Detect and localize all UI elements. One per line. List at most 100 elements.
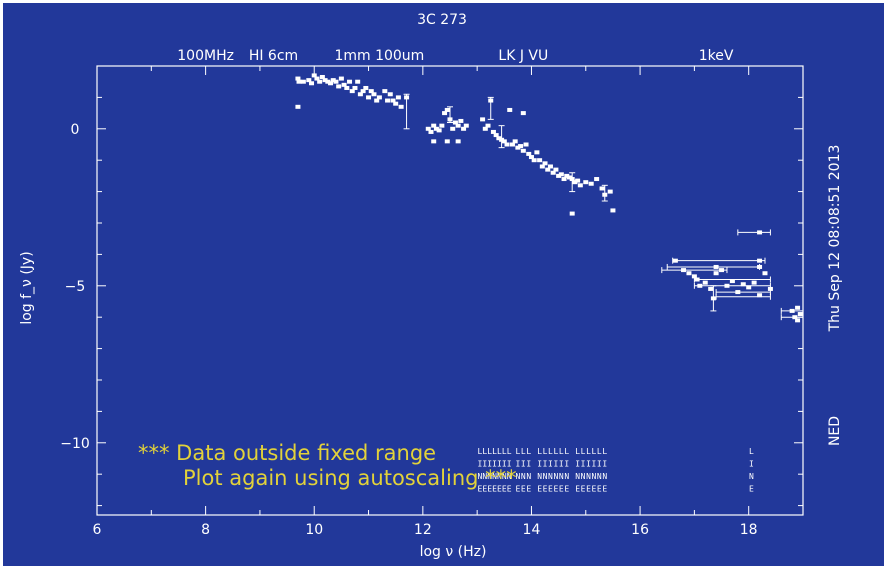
- data-point: [518, 144, 524, 149]
- data-point: [385, 98, 391, 103]
- limit-marker: L: [482, 447, 487, 456]
- data-points: [295, 73, 803, 323]
- limit-marker: I: [575, 459, 580, 468]
- data-point: [371, 92, 377, 97]
- data-point: [767, 286, 773, 291]
- limit-marker: N: [502, 472, 507, 481]
- data-point: [583, 180, 589, 185]
- limit-marker: N: [537, 472, 542, 481]
- data-point: [325, 79, 331, 84]
- data-point: [569, 211, 575, 216]
- data-point: [360, 89, 366, 94]
- line-marker: E: [749, 484, 754, 493]
- y-tick-label: −5: [65, 279, 86, 295]
- limit-marker: N: [477, 472, 482, 481]
- x-tick-label: 18: [740, 522, 758, 538]
- limit-marker: N: [507, 472, 512, 481]
- data-point: [599, 186, 605, 191]
- data-point: [672, 258, 678, 263]
- plot-box: [96, 65, 804, 516]
- data-point: [751, 280, 757, 285]
- data-point: [393, 101, 399, 106]
- warning-line-2: Plot again using autoscaling ***: [183, 466, 517, 490]
- chart-title: 3C 273: [417, 12, 467, 28]
- data-point: [757, 264, 763, 269]
- limit-marker: E: [487, 484, 492, 493]
- limit-marker: I: [592, 459, 597, 468]
- data-point: [713, 271, 719, 276]
- data-point: [463, 123, 469, 128]
- limit-marker: E: [559, 484, 564, 493]
- x-tick-label: 14: [523, 522, 541, 538]
- line-marker: N: [749, 472, 754, 481]
- data-point: [428, 129, 434, 134]
- limit-marker: I: [559, 459, 564, 468]
- data-point: [349, 89, 355, 94]
- data-point: [436, 128, 442, 133]
- data-point: [404, 95, 410, 100]
- data-point: [311, 73, 317, 78]
- limit-marker: E: [543, 484, 548, 493]
- limit-marker: L: [559, 447, 564, 456]
- data-point: [564, 173, 570, 178]
- data-point: [352, 85, 358, 90]
- limit-marker: N: [581, 472, 586, 481]
- data-point: [757, 258, 763, 263]
- data-point: [594, 177, 600, 182]
- data-point: [447, 117, 453, 122]
- data-point: [322, 78, 328, 83]
- data-point: [507, 107, 513, 112]
- limit-marker: I: [502, 459, 507, 468]
- data-point: [588, 181, 594, 186]
- ned-label: NED: [827, 416, 843, 446]
- limit-marker: L: [553, 447, 558, 456]
- limit-marker: N: [553, 472, 558, 481]
- data-point: [382, 89, 388, 94]
- limit-marker: N: [497, 472, 502, 481]
- data-point: [431, 139, 437, 144]
- data-point: [697, 283, 703, 288]
- limit-marker: L: [515, 447, 520, 456]
- data-point: [501, 139, 507, 144]
- data-point: [355, 79, 361, 84]
- data-point: [789, 308, 795, 313]
- data-point: [480, 117, 486, 122]
- data-point: [461, 126, 467, 131]
- limit-marker: E: [515, 484, 520, 493]
- data-point: [577, 183, 583, 188]
- sed-chart: 3C 273 100MHz HI 6cm 1mm 100um LK J VU 1keV …: [19, 12, 843, 560]
- data-point: [713, 264, 719, 269]
- data-point: [455, 123, 461, 128]
- limit-marker: L: [521, 447, 526, 456]
- limit-marker: L: [575, 447, 580, 456]
- data-point: [455, 139, 461, 144]
- data-point: [442, 111, 448, 116]
- limit-marker: E: [482, 484, 487, 493]
- data-point: [444, 139, 450, 144]
- data-point: [425, 126, 431, 131]
- data-point: [300, 79, 306, 84]
- limit-marker: E: [526, 484, 531, 493]
- data-point: [387, 92, 393, 97]
- data-point: [681, 268, 687, 273]
- limit-marker: I: [581, 459, 586, 468]
- data-point: [746, 285, 752, 290]
- limit-marker: N: [482, 472, 487, 481]
- data-point: [708, 286, 714, 291]
- data-point: [795, 305, 801, 310]
- limit-marker: L: [526, 447, 531, 456]
- data-point: [444, 107, 450, 112]
- data-point: [395, 95, 401, 100]
- top-axis-label: LK J VU: [498, 48, 548, 64]
- data-point: [515, 145, 521, 150]
- x-tick-label: 12: [414, 522, 432, 538]
- data-point: [691, 274, 697, 279]
- data-point: [553, 167, 559, 172]
- date-label: Thu Sep 12 08:08:51 2013: [827, 145, 843, 333]
- limit-marker: E: [537, 484, 542, 493]
- x-tick-label: 16: [631, 522, 649, 538]
- limit-marker: N: [543, 472, 548, 481]
- data-point: [686, 271, 692, 276]
- y-tick-label: 0: [71, 122, 80, 138]
